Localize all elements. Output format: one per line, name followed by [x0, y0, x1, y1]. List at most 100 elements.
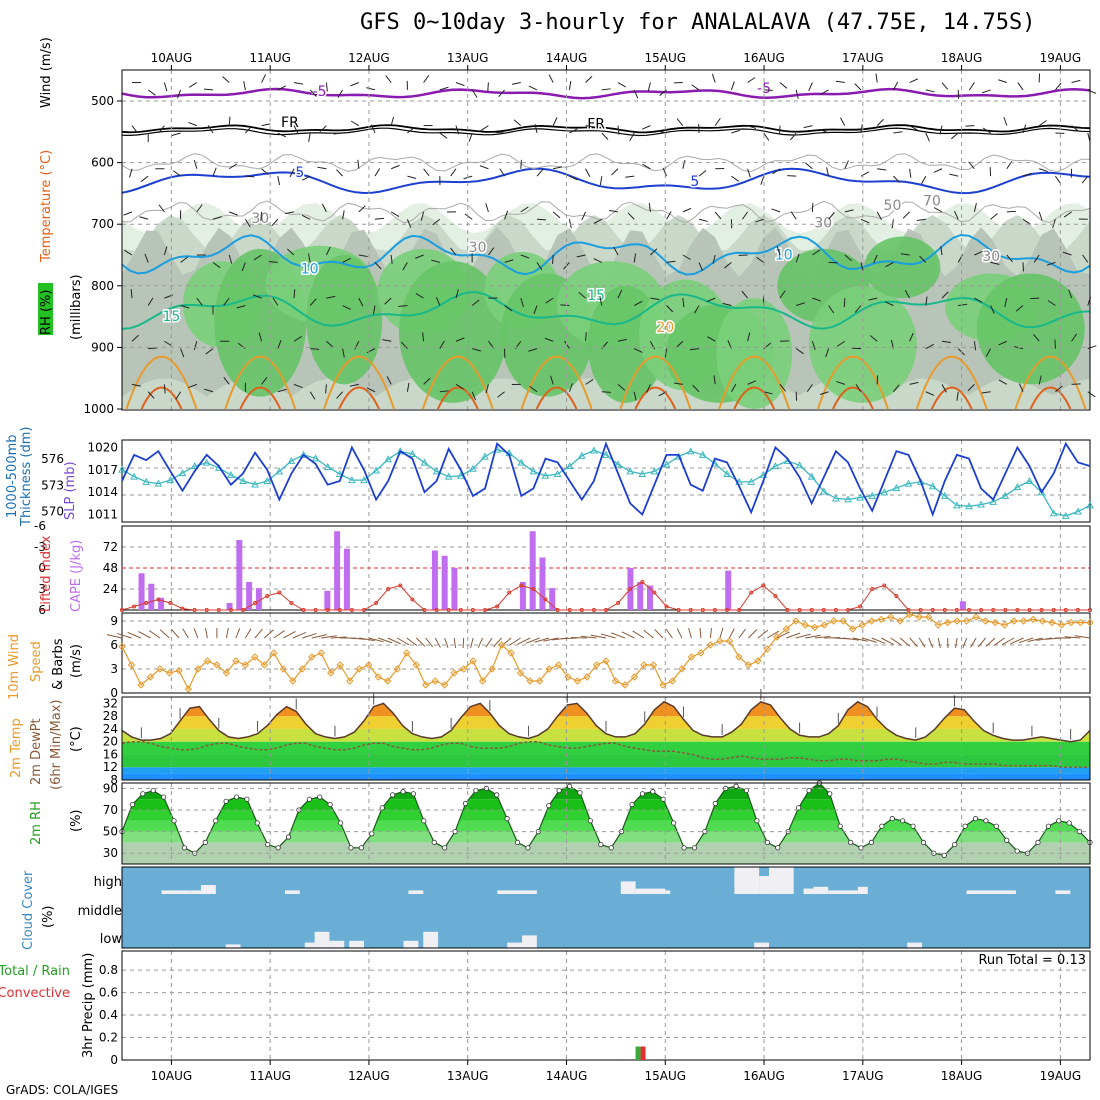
lifted-index-marker — [277, 590, 282, 595]
wind-barb — [876, 211, 883, 220]
rh-marker — [254, 820, 260, 826]
wind-barb — [909, 125, 918, 131]
thickness-marker — [118, 465, 126, 473]
wind-barb — [228, 163, 238, 170]
thickness-marker — [142, 477, 151, 485]
lifted-index-marker — [785, 608, 790, 612]
wind-barb — [182, 628, 189, 639]
ylabel-cloud-2: (%) — [41, 906, 56, 929]
contour-25 — [338, 386, 380, 410]
lifted-index-marker — [809, 608, 814, 612]
wind-barb — [529, 386, 538, 393]
wind-speed-marker — [251, 653, 259, 661]
wind-barb — [599, 296, 603, 306]
rh-band — [122, 820, 1090, 832]
low-cloud-block — [507, 942, 523, 948]
wind-speed-marker — [469, 657, 477, 665]
wind-barb — [477, 637, 484, 648]
contour-label: 30 — [469, 240, 487, 256]
date-label-bottom: 10AUG — [151, 1069, 193, 1083]
wind-barb — [1054, 175, 1061, 184]
wind-speed-marker — [697, 649, 705, 657]
rh-legend-swatch — [38, 283, 53, 335]
wind-barb — [747, 125, 757, 130]
wind-barb — [525, 637, 540, 644]
wind-speed-marker — [516, 669, 525, 677]
wind-barb — [148, 347, 158, 350]
wind-barb — [998, 79, 1007, 83]
wind-barb — [390, 254, 393, 265]
high-cloud-block — [161, 890, 192, 894]
wind-barb — [450, 168, 457, 177]
wind-barb — [552, 117, 558, 126]
wind-speed-marker — [564, 673, 572, 681]
wind-barb — [918, 637, 926, 648]
contour-label: 10 — [301, 261, 319, 277]
wind-barb — [844, 209, 854, 213]
wind-barb — [455, 383, 464, 390]
wind-speed-marker — [279, 665, 288, 673]
wind-barb — [1038, 211, 1043, 221]
wind-barb — [286, 248, 295, 256]
wind-tick: 0 — [110, 686, 118, 700]
wind-barb — [601, 132, 609, 140]
wind-barb — [435, 296, 441, 306]
contour-label: 70 — [923, 194, 941, 210]
ylabel-millibars: (millibars) — [69, 274, 84, 340]
wind-barb — [158, 125, 165, 134]
wind-barb — [138, 631, 151, 639]
wind-barb — [648, 202, 651, 212]
lifted-index-marker — [349, 608, 354, 612]
wind-barb — [767, 630, 780, 639]
wind-barb — [173, 170, 181, 177]
rh-marker — [379, 805, 385, 811]
contour-20 — [816, 355, 889, 410]
wind-barb — [336, 169, 343, 177]
contour-label: 5 — [295, 165, 304, 181]
wind-barb — [455, 125, 460, 135]
wind-speed-marker — [241, 661, 250, 669]
wind-barb — [520, 254, 530, 259]
contour-25 — [239, 386, 282, 410]
wind-barb — [536, 262, 543, 271]
wind-barb — [422, 332, 425, 342]
thickness-marker — [807, 472, 816, 480]
rh-tick: 90 — [103, 781, 118, 795]
wind-tick: 3 — [110, 662, 118, 676]
rh-marker — [223, 798, 229, 804]
thickness-marker — [227, 470, 235, 478]
wind-barb — [423, 377, 431, 385]
wind-barb — [188, 383, 197, 389]
wind-barb — [869, 335, 878, 342]
wind-barb — [828, 212, 835, 220]
thickness-marker — [638, 469, 647, 478]
wind-speed-marker — [573, 677, 582, 685]
wind-barb — [854, 83, 862, 91]
lifted-index-marker — [410, 597, 415, 602]
contour-20 — [323, 355, 396, 410]
wind-barb — [814, 635, 831, 639]
wind-barb — [511, 82, 521, 85]
rh-marker — [233, 794, 240, 800]
temp-band — [122, 701, 1090, 704]
wind-barb — [1018, 383, 1024, 392]
wind-barb — [439, 132, 448, 139]
wind-barb — [627, 212, 635, 220]
rh-marker — [993, 823, 999, 829]
wind-barb — [609, 209, 619, 213]
thickness-marker — [166, 476, 175, 484]
wind-barb — [147, 89, 156, 96]
wind-barb — [844, 160, 849, 169]
wind-barb — [730, 383, 737, 393]
wind-speed-marker — [735, 653, 743, 661]
wind-barb — [326, 340, 334, 348]
wind-barb — [382, 339, 392, 342]
wind-barb — [692, 384, 700, 393]
date-label-bottom: 15AUG — [644, 1069, 686, 1083]
wind-barb — [374, 168, 381, 177]
chart-title: GFS 0~10day 3-hourly for ANALALAVA (47.7… — [360, 10, 1036, 35]
wind-barb — [568, 383, 573, 392]
wind-barb — [585, 379, 594, 385]
thickness-marker — [771, 462, 780, 470]
wind-barb — [444, 637, 449, 648]
